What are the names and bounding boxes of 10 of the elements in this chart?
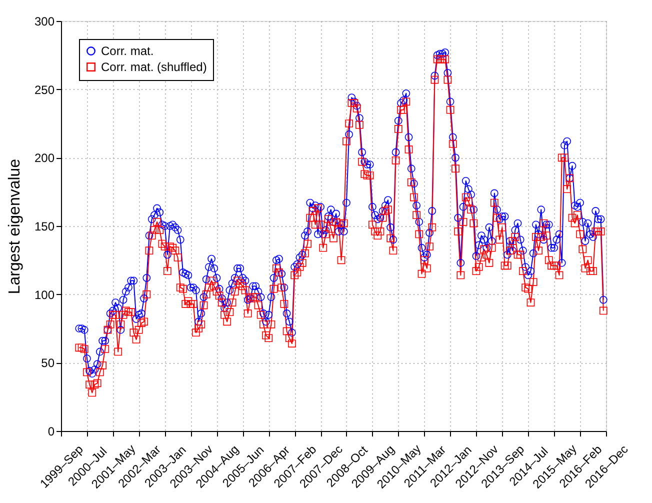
y-axis-title: Largest eigenvalue: [6, 158, 24, 294]
legend-label: Corr. mat.: [101, 44, 154, 58]
y-tick-label: 150: [34, 220, 55, 234]
y-tick-label: 100: [34, 288, 55, 302]
y-tick-label: 50: [41, 356, 55, 370]
y-tick-label: 0: [48, 424, 55, 438]
y-tick-label: 300: [34, 14, 55, 28]
y-tick-label: 200: [34, 151, 55, 166]
y-tick-label: 250: [34, 82, 55, 97]
legend-label: Corr. mat. (shuffled): [101, 60, 207, 74]
